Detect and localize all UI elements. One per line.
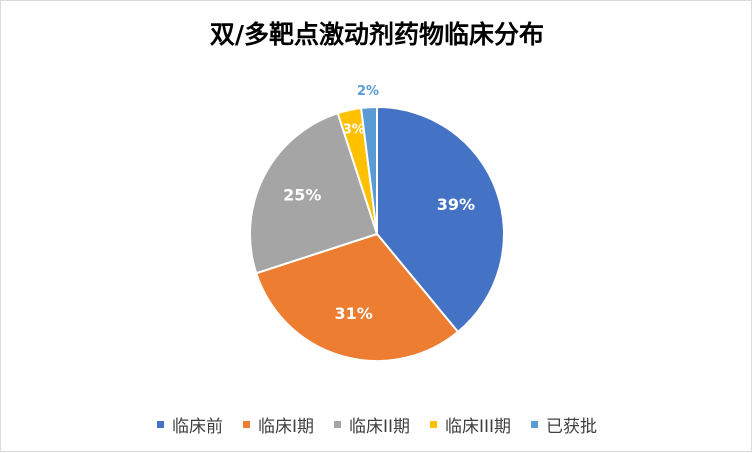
data-label-preclinical: 39% bbox=[437, 195, 475, 214]
legend-item-phase-2: 临床II期 bbox=[333, 412, 410, 437]
pie-slice-phase-1 bbox=[254, 232, 460, 362]
legend-swatch bbox=[333, 420, 341, 428]
data-label-phase-2: 25% bbox=[283, 185, 321, 204]
data-label-approved: 2% bbox=[357, 84, 379, 99]
legend-label: 已获批 bbox=[546, 416, 598, 437]
pie-slice-approved bbox=[359, 105, 378, 235]
legend-item-approved: 已获批 bbox=[531, 412, 597, 437]
legend-swatch bbox=[242, 420, 250, 428]
data-label-phase-1: 31% bbox=[334, 304, 372, 323]
legend-swatch bbox=[430, 420, 437, 428]
legend: 临床前 临床I期 临床II期 临床III期 已获批 bbox=[1, 409, 752, 439]
legend-label: 临床III期 bbox=[445, 416, 512, 437]
pie-slice-preclinical bbox=[376, 105, 505, 334]
legend-swatch bbox=[531, 420, 539, 428]
legend-label: 临床前 bbox=[171, 416, 223, 437]
legend-item-phase-1: 临床I期 bbox=[242, 412, 314, 437]
pie-slice-phase-2 bbox=[249, 111, 379, 275]
legend-label: 临床I期 bbox=[257, 416, 314, 437]
legend-label: 临床II期 bbox=[348, 416, 410, 437]
legend-item-preclinical: 临床前 bbox=[156, 412, 223, 437]
legend-item-phase-3: 临床III期 bbox=[430, 412, 511, 437]
data-label-phase-3: 3% bbox=[343, 122, 365, 137]
legend-swatch bbox=[156, 420, 164, 428]
chart-title: 双/多靶点激动剂药物临床分布 bbox=[209, 20, 545, 49]
